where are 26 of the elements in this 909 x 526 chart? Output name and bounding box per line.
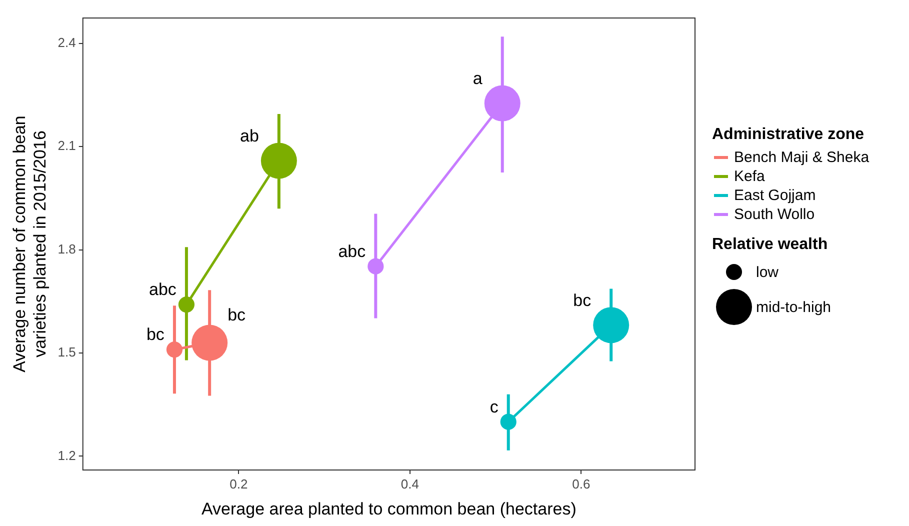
text: Relative wealth [712,236,829,254]
legend-label: Bench Maji & Sheka [734,149,870,166]
annotation: abc [148,280,177,300]
annotation: a [472,68,483,88]
y-tick-label: 2.1 [58,138,76,154]
x-tick-label: 0.6 [572,476,590,492]
y-tick-label: 2.4 [58,35,76,50]
y-tick-label: 1.2 [58,448,76,463]
legend-label: mid-to-high [756,298,832,316]
legend-label: Kefa [734,168,765,185]
legend-title: Administrative zone [712,126,866,144]
annotation: bc [146,325,165,344]
annotation: abc [338,242,366,261]
annotation: bc [228,305,246,324]
annotation: c [490,397,499,416]
y-tick-label: 1.8 [58,241,76,256]
x-tick-label: 0.4 [400,476,419,492]
annotation: ab [240,126,259,146]
legend-label: low [756,264,779,280]
y-tick-label: 1.5 [58,344,76,360]
x-tick-label: 0.2 [230,476,248,492]
x-axis-title: Average area planted to common bean (hectares) [202,499,576,518]
legend-label: South Wollo [734,206,815,223]
legend-label: East Gojjam [734,187,816,204]
annotation: bc [573,290,592,310]
y-axis-title: Average number of common bean varieties planted in 2015/2016 [10,116,50,372]
